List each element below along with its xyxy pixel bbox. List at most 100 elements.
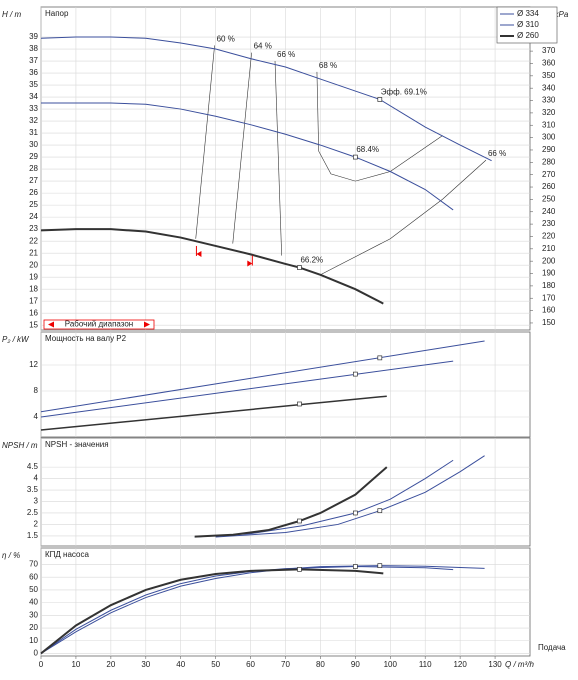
y-tick-label: 37 (29, 56, 38, 65)
contour-label: 66 % (277, 50, 295, 59)
y2-tick-label: 190 (542, 269, 556, 278)
y-tick-label: 25 (29, 200, 38, 209)
x-tick-label: 50 (211, 660, 220, 669)
y2-tick-label: 240 (542, 207, 556, 216)
curve (40, 360, 454, 418)
y-axis-label: NPSH / m (2, 441, 38, 450)
y2-tick-label: 310 (542, 120, 556, 129)
y-tick-label: 29 (29, 152, 38, 161)
y2-tick-label: 350 (542, 71, 556, 80)
duty-point (377, 355, 383, 361)
duty-point (353, 510, 358, 516)
duty-point (377, 563, 383, 569)
curve (41, 102, 454, 211)
y2-tick-label: 340 (542, 83, 556, 92)
y-tick-label: 1.5 (27, 531, 39, 540)
x-tick-label: 30 (141, 660, 150, 669)
y2-tick-label: 290 (542, 145, 556, 154)
y-tick-label: 0 (34, 649, 39, 658)
duty-point (297, 265, 302, 270)
legend-label: Ø 260 (517, 31, 539, 40)
y-tick-label: 2.5 (27, 508, 39, 517)
y-tick-label: 12 (29, 360, 38, 369)
x-tick-label: 110 (419, 660, 432, 669)
x-tick-label: 130 (488, 660, 502, 669)
y-tick-label: 23 (29, 224, 38, 233)
y2-tick-label: 300 (542, 133, 556, 142)
x-tick-label: 120 (453, 660, 467, 669)
duty-point (353, 154, 358, 160)
duty-point (297, 518, 302, 524)
x-tick-label: 20 (106, 660, 115, 669)
panel-title: Напор (45, 9, 69, 18)
y2-tick-label: 200 (542, 256, 556, 265)
y-tick-label: 10 (29, 636, 38, 645)
x-tick-label: 40 (176, 660, 185, 669)
curve (40, 340, 485, 413)
curve (40, 565, 485, 654)
y2-tick-label: 360 (542, 59, 556, 68)
y2-tick-label: 170 (542, 293, 556, 302)
y-tick-label: 4 (34, 474, 39, 483)
x-axis-label: Q / m³/h (505, 660, 534, 669)
y2-tick-label: 220 (542, 232, 556, 241)
range-box (43, 319, 155, 330)
y-axis-label: P₂ / kW (2, 335, 30, 344)
x-tick-label: 80 (316, 660, 325, 669)
curve (40, 36, 492, 162)
duty-point (377, 97, 383, 102)
contour-label: 64 % (254, 42, 272, 51)
curve (40, 395, 387, 431)
curve (40, 228, 384, 305)
y-tick-label: 34 (29, 92, 38, 101)
y-tick-label: 40 (29, 598, 38, 607)
point-label: 66.2% (300, 256, 323, 265)
x-tick-label: 60 (246, 660, 255, 669)
y-tick-label: 50 (29, 585, 38, 594)
y2-tick-label: 370 (542, 46, 556, 55)
x-tick-label: 10 (71, 660, 80, 669)
contour-label: 60 % (217, 35, 235, 44)
efficiency-contour (320, 159, 487, 276)
y-tick-label: 22 (29, 236, 38, 245)
y2-tick-label: 210 (542, 244, 556, 253)
y-tick-label: 2 (34, 520, 39, 529)
y2-tick-label: 180 (542, 281, 556, 290)
y-tick-label: 30 (29, 610, 38, 619)
range-arrow (48, 321, 54, 328)
contour-label: 66 % (488, 149, 506, 158)
y2-tick-label: 330 (542, 96, 556, 105)
y-tick-label: 3 (34, 497, 39, 506)
y-tick-label: 24 (29, 212, 38, 221)
efficiency-contour (274, 61, 282, 256)
y-tick-label: 60 (29, 572, 38, 581)
y-tick-label: 18 (29, 284, 38, 293)
y-tick-label: 26 (29, 188, 38, 197)
legend-label: Ø 310 (517, 20, 539, 29)
y-tick-label: 30 (29, 140, 38, 149)
y-tick-label: 8 (34, 386, 39, 395)
y-tick-label: 4.5 (27, 462, 39, 471)
point-label: 68.4% (356, 145, 379, 154)
efficiency-contour (232, 52, 252, 244)
y2-tick-label: 270 (542, 170, 556, 179)
duty-point (353, 371, 358, 377)
y2-tick-label: 280 (542, 157, 556, 166)
y-tick-label: 21 (29, 248, 38, 257)
duty-point (297, 566, 302, 572)
efficiency-contour (195, 45, 215, 239)
y-tick-label: 70 (29, 560, 38, 569)
y-tick-label: 3.5 (27, 485, 39, 494)
y-tick-label: 4 (34, 412, 39, 421)
contour-label: 68 % (319, 61, 337, 70)
y2-tick-label: 150 (542, 318, 556, 327)
y-axis-label: H / m (2, 10, 21, 19)
y-tick-label: 38 (29, 44, 38, 53)
y-tick-label: 33 (29, 104, 38, 113)
efficiency-contour (316, 71, 443, 182)
range-label: Рабочий диапазон (65, 320, 133, 329)
x-tick-label: 0 (39, 660, 44, 669)
y2-tick-label: 320 (542, 108, 556, 117)
panel-title: Мощность на валу P2 (45, 334, 127, 343)
y2-tick-label: 160 (542, 306, 556, 315)
